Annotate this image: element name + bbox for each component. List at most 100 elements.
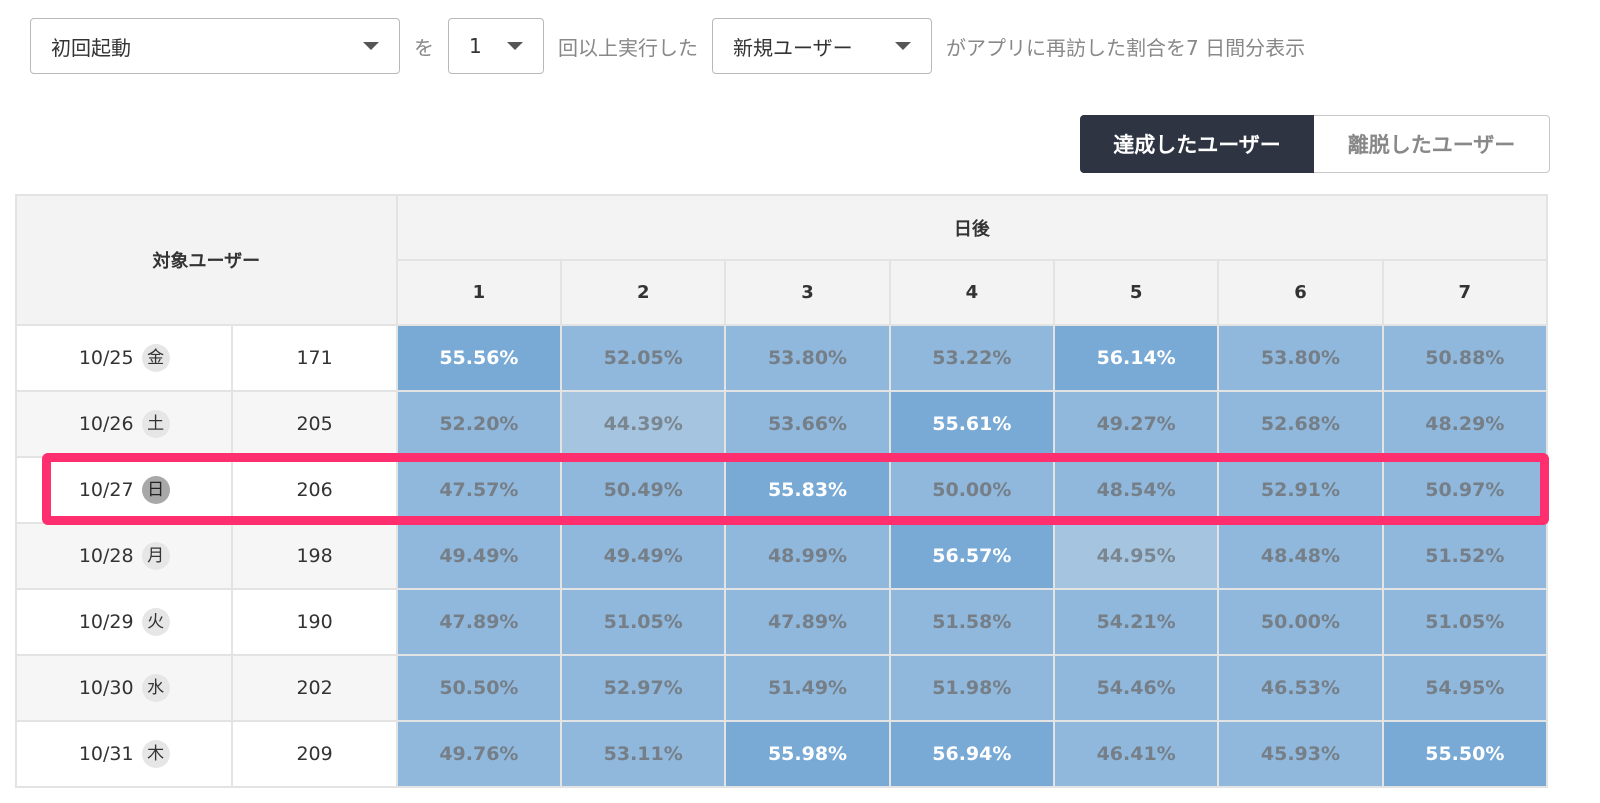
filter-text-wo: を: [414, 35, 434, 60]
retention-cell: 51.52%: [1381, 522, 1549, 590]
weekday-badge: 木: [141, 740, 170, 768]
retention-cell: 53.11%: [560, 720, 727, 788]
chevron-down-icon: [363, 42, 379, 50]
retention-table: 対象ユーザー 日後 1 2 3 4 5 6 7 10/25 金 171 55.56…: [14, 194, 1549, 788]
weekday-badge: 水: [141, 674, 170, 702]
retention-cell: 55.98%: [724, 720, 891, 788]
event-select-value: 初回起動: [51, 35, 131, 60]
header-row: 対象ユーザー 日後: [15, 194, 1549, 326]
filter-bar: 初回起動 を 1 回以上実行した 新規ユーザー がアプリに再訪した割合を7 日間…: [30, 17, 1319, 75]
user-toggle: 達成したユーザー 離脱したユーザー: [1080, 115, 1550, 173]
retention-cell: 45.93%: [1217, 720, 1384, 788]
cohort-user-count: 205: [231, 390, 398, 458]
retention-cell: 48.99%: [724, 522, 891, 590]
day-column-header: 1: [395, 259, 563, 326]
retention-cell: 51.98%: [888, 654, 1055, 722]
cohort-date-cell: 10/30 水: [14, 654, 234, 722]
table-row: 10/29 火 190 47.89% 51.05% 47.89% 51.58% 5…: [14, 588, 1549, 656]
retention-cell: 49.27%: [1052, 390, 1220, 458]
table-row: 10/28 月 198 49.49% 49.49% 48.99% 56.57% 4…: [14, 522, 1549, 590]
retention-cell: 50.00%: [888, 456, 1055, 524]
cohort-user-count: 202: [231, 654, 398, 722]
table-row: 10/25 金 171 55.56% 52.05% 53.80% 53.22% 5…: [14, 324, 1549, 392]
retention-cell: 51.05%: [560, 588, 727, 656]
retention-cell: 48.48%: [1217, 522, 1384, 590]
table-row: 10/26 土 205 52.20% 44.39% 53.66% 55.61% 4…: [14, 390, 1549, 458]
cohort-date: 10/25: [78, 347, 134, 369]
day-column-header: 4: [888, 259, 1055, 326]
cohort-date-cell: 10/26 土: [14, 390, 234, 458]
retention-cell: 49.49%: [560, 522, 727, 590]
retention-cell: 56.94%: [888, 720, 1055, 788]
count-select-value: 1: [469, 34, 482, 58]
event-select[interactable]: 初回起動: [30, 18, 400, 74]
cohort-date-cell: 10/28 月: [14, 522, 234, 590]
cohort-user-count: 209: [231, 720, 398, 788]
retention-cell: 48.54%: [1052, 456, 1220, 524]
day-number-row: 1 2 3 4 5 6 7: [16, 259, 1549, 326]
target-users-header: 対象ユーザー: [15, 194, 398, 326]
retention-cell: 47.89%: [724, 588, 891, 656]
retention-cell: 46.53%: [1217, 654, 1384, 722]
retention-cell: 52.05%: [560, 324, 727, 392]
cohort-date-cell: 10/25 金: [14, 324, 234, 392]
retention-cell: 46.41%: [1052, 720, 1220, 788]
cohort-date: 10/26: [78, 413, 134, 435]
retention-cell: 53.80%: [1217, 324, 1384, 392]
retention-cell: 55.56%: [395, 324, 563, 392]
retention-cell: 48.29%: [1381, 390, 1549, 458]
retention-cell: 56.14%: [1052, 324, 1220, 392]
retention-cell: 44.39%: [560, 390, 727, 458]
retention-cell: 50.88%: [1381, 324, 1549, 392]
retention-cell: 54.46%: [1052, 654, 1220, 722]
cohort-date-cell: 10/27 日: [14, 456, 234, 524]
filter-text-times: 回以上実行した: [558, 35, 698, 60]
retention-cell: 55.61%: [888, 390, 1055, 458]
table-row: 10/31 木 209 49.76% 53.11% 55.98% 56.94% 4…: [14, 720, 1549, 788]
retention-cell: 55.50%: [1381, 720, 1549, 788]
retention-cell: 54.21%: [1052, 588, 1220, 656]
chevron-down-icon: [895, 42, 911, 50]
retention-cell: 56.57%: [888, 522, 1055, 590]
user-type-select[interactable]: 新規ユーザー: [712, 18, 932, 74]
count-select[interactable]: 1: [448, 18, 544, 74]
achieved-users-button[interactable]: 達成したユーザー: [1080, 115, 1314, 173]
retention-cell: 52.68%: [1217, 390, 1384, 458]
filter-text-description: がアプリに再訪した割合を7 日間分表示: [946, 35, 1306, 60]
weekday-badge: 土: [141, 410, 170, 438]
table-row: 10/30 水 202 50.50% 52.97% 51.49% 51.98% 5…: [14, 654, 1549, 722]
retention-cell: 44.95%: [1052, 522, 1220, 590]
cohort-date-cell: 10/29 火: [14, 588, 234, 656]
retention-cell: 54.95%: [1381, 654, 1549, 722]
retention-cell: 51.49%: [724, 654, 891, 722]
retention-cell: 55.83%: [724, 456, 891, 524]
cohort-user-count: 190: [231, 588, 398, 656]
weekday-badge: 日: [141, 476, 170, 504]
table-row: 10/27 日 206 47.57% 50.49% 55.83% 50.00% 4…: [14, 456, 1549, 524]
retention-cell: 47.57%: [395, 456, 563, 524]
retention-cell: 53.80%: [724, 324, 891, 392]
cohort-user-count: 171: [231, 324, 398, 392]
day-column-header: 3: [724, 259, 891, 326]
retention-cell: 51.05%: [1381, 588, 1549, 656]
retention-cell: 51.58%: [888, 588, 1055, 656]
retention-cell: 53.66%: [724, 390, 891, 458]
day-column-header: 7: [1381, 259, 1549, 326]
retention-cell: 52.20%: [395, 390, 563, 458]
cohort-user-count: 206: [231, 456, 398, 524]
day-column-header: 6: [1217, 259, 1384, 326]
retention-cell: 53.22%: [888, 324, 1055, 392]
cohort-date: 10/31: [78, 743, 134, 765]
retention-cell: 52.91%: [1217, 456, 1384, 524]
days-after-header: 日後: [395, 194, 1549, 261]
retention-cell: 47.89%: [395, 588, 563, 656]
retention-cell: 50.97%: [1381, 456, 1549, 524]
weekday-badge: 金: [141, 344, 170, 372]
day-column-header: 2: [560, 259, 727, 326]
churned-users-button[interactable]: 離脱したユーザー: [1314, 115, 1550, 173]
retention-cell: 52.97%: [560, 654, 727, 722]
retention-cell: 49.76%: [395, 720, 563, 788]
retention-cell: 49.49%: [395, 522, 563, 590]
retention-cell: 50.49%: [560, 456, 727, 524]
retention-cell: 50.50%: [395, 654, 563, 722]
